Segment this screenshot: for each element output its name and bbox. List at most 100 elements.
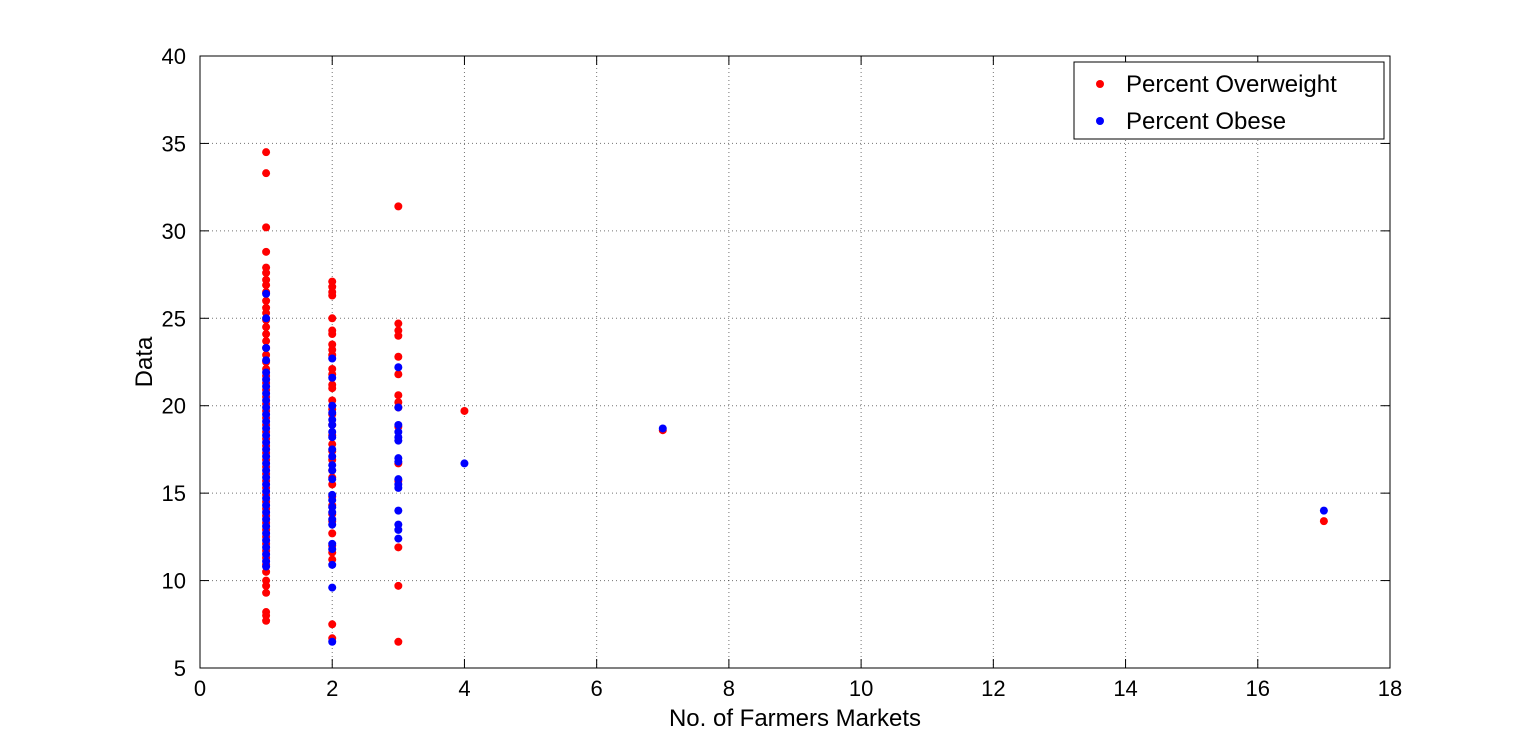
data-point: [262, 501, 271, 510]
data-point: [328, 545, 337, 554]
x-tick-label: 18: [1378, 676, 1402, 701]
data-point: [394, 483, 403, 492]
y-tick-label: 5: [174, 656, 186, 681]
data-point: [262, 223, 271, 232]
data-point: [262, 466, 271, 475]
data-point: [394, 370, 403, 379]
legend-marker-overweight: [1096, 80, 1104, 88]
x-tick-labels: 0 2 4 6 8 10 12 14 16 18: [194, 676, 1402, 701]
data-point: [328, 401, 337, 410]
data-point: [328, 384, 337, 393]
y-tick-label: 25: [162, 306, 186, 331]
y-tick-label: 30: [162, 219, 186, 244]
x-tick-label: 2: [326, 676, 338, 701]
data-point: [328, 408, 337, 417]
data-point: [262, 473, 271, 482]
x-axis-label: No. of Farmers Markets: [669, 705, 921, 732]
data-point: [394, 331, 403, 340]
data-point: [262, 289, 271, 298]
data-point: [460, 459, 469, 468]
x-tick-label: 10: [849, 676, 873, 701]
y-axis-label: Data: [131, 336, 158, 387]
x-tick-label: 4: [458, 676, 470, 701]
data-point: [394, 391, 403, 400]
data-point: [262, 410, 271, 419]
data-point: [262, 616, 271, 625]
data-point: [328, 508, 337, 517]
legend-box: [1073, 61, 1385, 140]
data-point: [394, 352, 403, 361]
data-point: [394, 637, 403, 646]
x-tick-label: 16: [1246, 676, 1270, 701]
data-point: [262, 268, 271, 277]
data-point: [262, 515, 271, 524]
data-point: [328, 420, 337, 429]
data-point: [262, 368, 271, 377]
data-point: [262, 344, 271, 353]
data-point: [262, 148, 271, 157]
data-point: [394, 420, 403, 429]
legend-label-overweight: Percent Overweight: [1126, 71, 1337, 98]
data-point: [262, 536, 271, 545]
data-point: [262, 543, 271, 552]
data-point: [262, 494, 271, 503]
x-tick-label: 6: [591, 676, 603, 701]
data-point: [328, 445, 337, 454]
data-point: [394, 319, 403, 328]
data-point: [328, 475, 337, 484]
data-point: [328, 520, 337, 529]
data-point: [262, 487, 271, 496]
data-point: [394, 543, 403, 552]
data-point: [328, 373, 337, 382]
data-point: [328, 330, 337, 339]
data-point: [262, 281, 271, 290]
x-tick-label: 14: [1113, 676, 1137, 701]
data-point: [394, 202, 403, 211]
data-point: [262, 529, 271, 538]
data-point: [262, 247, 271, 256]
y-tick-label: 40: [162, 44, 186, 69]
data-point: [328, 452, 337, 461]
data-point: [328, 354, 337, 363]
data-point: [394, 581, 403, 590]
data-point: [262, 459, 271, 468]
data-point: [262, 581, 271, 590]
data-point: [1319, 506, 1328, 515]
data-point: [328, 583, 337, 592]
data-point: [394, 436, 403, 445]
data-point: [262, 550, 271, 559]
data-point: [262, 452, 271, 461]
data-point: [262, 382, 271, 391]
x-tick-label: 0: [194, 676, 206, 701]
legend-label-obese: Percent Obese: [1126, 108, 1286, 135]
data-point: [262, 314, 271, 323]
data-point: [262, 337, 271, 346]
data-point: [262, 396, 271, 405]
data-point: [394, 403, 403, 412]
data-point: [658, 424, 667, 433]
data-point: [328, 466, 337, 475]
data-point: [262, 480, 271, 489]
data-point: [262, 508, 271, 517]
data-point: [394, 534, 403, 543]
data-point: [262, 330, 271, 339]
data-point: [262, 588, 271, 597]
data-point: [262, 417, 271, 426]
y-tick-label: 15: [162, 481, 186, 506]
data-point: [262, 169, 271, 178]
data-point: [328, 529, 337, 538]
y-tick-label: 10: [162, 569, 186, 594]
data-point: [328, 496, 337, 505]
data-point: [262, 356, 271, 365]
data-point: [262, 438, 271, 447]
y-tick-label: 35: [162, 131, 186, 156]
plot-frame: [199, 55, 1391, 669]
data-point: [262, 562, 271, 571]
data-point: [394, 363, 403, 372]
data-point: [262, 375, 271, 384]
data-point: [394, 506, 403, 515]
series-obese: [262, 289, 1328, 646]
data-point: [328, 620, 337, 629]
data-point: [328, 314, 337, 323]
